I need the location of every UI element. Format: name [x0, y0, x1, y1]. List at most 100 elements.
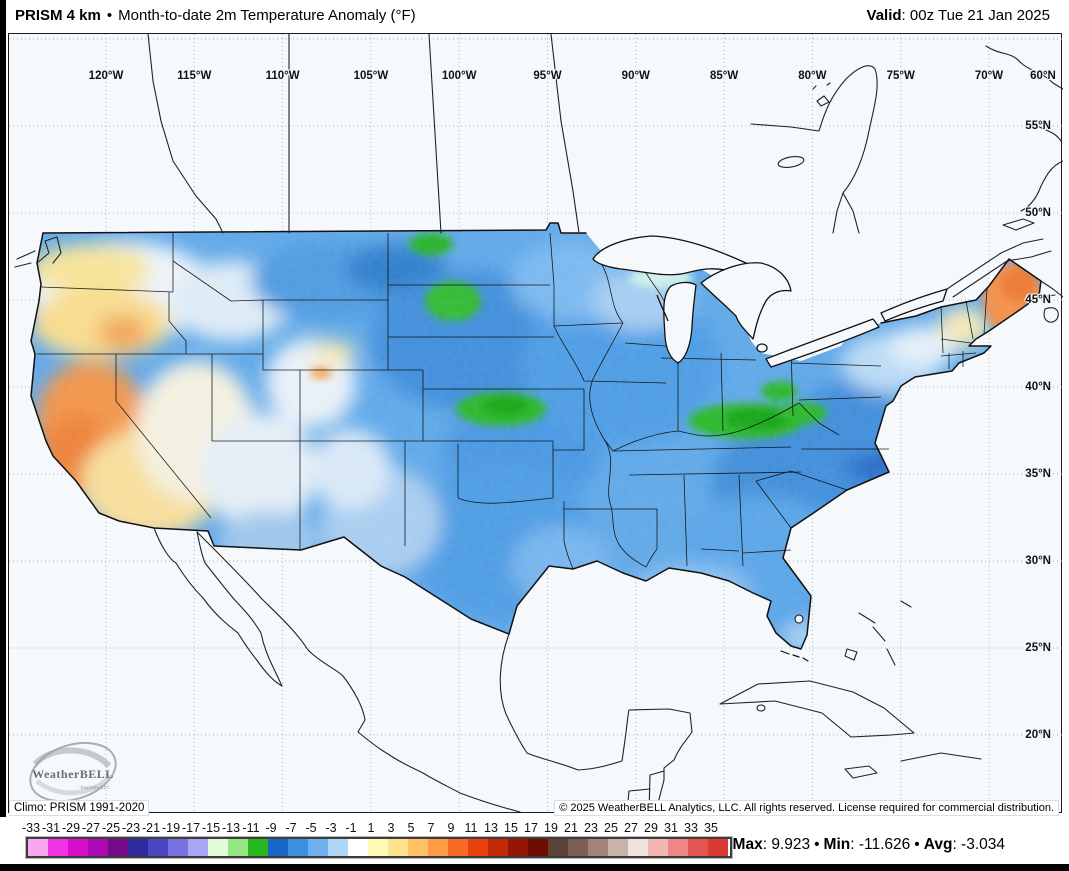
colorbar-cell	[488, 839, 508, 856]
bottom-black-strip	[0, 864, 1069, 871]
colorbar-cell	[668, 839, 688, 856]
max-value: : 9.923	[762, 836, 811, 853]
colorbar-tick: 35	[704, 821, 718, 835]
colorbar-cell	[548, 839, 568, 856]
min-label: Min	[823, 836, 851, 853]
lat-label: 55°N	[1025, 120, 1051, 132]
colorbar-cell	[48, 839, 68, 856]
product-name: PRISM 4 km	[15, 7, 101, 24]
svg-text:WeatherBELL: WeatherBELL	[32, 767, 114, 781]
lon-label: 95°W	[533, 70, 562, 82]
colorbar-cell	[348, 839, 368, 856]
colorbar-tick: 1	[367, 821, 375, 835]
avg-label: Avg	[923, 836, 953, 853]
colorbar-cell	[328, 839, 348, 856]
colorbar-tick: -7	[285, 821, 297, 835]
lon-label: 75°W	[886, 70, 915, 82]
colorbar-tick: 27	[624, 821, 638, 835]
colorbar-tick: -13	[221, 821, 241, 835]
colorbar-tick: 17	[524, 821, 538, 835]
colorbar-cell	[228, 839, 248, 856]
state-borders	[37, 232, 988, 570]
colorbar-tick: -27	[81, 821, 101, 835]
colorbar-cell	[708, 839, 728, 856]
colorbar-frame	[26, 837, 732, 858]
colorbar-tick: -11	[242, 821, 260, 835]
avg-value: : -3.034	[952, 836, 1005, 853]
colorbar-tick: 19	[544, 821, 558, 835]
colorbar-cell	[448, 839, 468, 856]
copyright-note: © 2025 WeatherBELL Analytics, LLC. All r…	[554, 800, 1059, 816]
colorbar-cell	[148, 839, 168, 856]
colorbar-cell	[588, 839, 608, 856]
colorbar-tick: 7	[427, 821, 435, 835]
lon-label: 85°W	[709, 70, 739, 82]
colorbar-tick: 25	[604, 821, 618, 835]
page-title: PRISM 4 km • Month-to-date 2m Temperature …	[15, 7, 416, 24]
colorbar-tick: -19	[161, 821, 181, 835]
colorbar-tick: 29	[644, 821, 658, 835]
colorbar-cell	[508, 839, 528, 856]
colorbar-cell	[388, 839, 408, 856]
stats-separator: •	[814, 836, 820, 853]
lon-label: 120°W	[88, 70, 124, 82]
left-black-strip	[0, 0, 6, 817]
colorbar-cell	[248, 839, 268, 856]
colorbar-cell	[268, 839, 288, 856]
valid-time: Valid: 00z Tue 21 Jan 2025	[867, 7, 1050, 24]
lon-label: 115°W	[177, 70, 212, 82]
colorbar-tick: 9	[447, 821, 455, 835]
stats-separator: •	[914, 836, 920, 853]
colorbar-tick: 31	[664, 821, 678, 835]
colorbar-cell	[468, 839, 488, 856]
stats-line: Max: 9.923 • Min: -11.626 • Avg: -3.034	[733, 836, 1005, 854]
lat-label: 20°N	[1025, 729, 1051, 741]
lon-label: 110°W	[265, 70, 300, 82]
climo-note: Climo: PRISM 1991-2020	[9, 800, 150, 816]
colorbar-cell	[608, 839, 628, 856]
lat-label: 50°N	[1025, 207, 1051, 219]
colorbar-tick: 11	[464, 821, 478, 835]
conus-anomaly-map: WeatherBELL Analytics LLC	[9, 34, 1063, 814]
lon-label: 90°W	[621, 70, 650, 82]
colorbar-cell	[528, 839, 548, 856]
colorbar-cell	[168, 839, 188, 856]
colorbar-cell	[368, 839, 388, 856]
lat-label: 45°N	[1025, 294, 1051, 306]
lat-label: 35°N	[1025, 468, 1051, 480]
colorbar-cell	[628, 839, 648, 856]
lat-label: 25°N	[1025, 642, 1051, 654]
colorbar-cell	[28, 839, 48, 856]
colorbar-tick: -5	[305, 821, 317, 835]
colorbar-cell	[188, 839, 208, 856]
colorbar-tick: -17	[181, 821, 201, 835]
colorbar-tick: -23	[121, 821, 141, 835]
colorbar-cell	[128, 839, 148, 856]
us-outline	[30, 222, 1042, 662]
lon-label: 100°W	[441, 70, 477, 82]
colorbar-cell	[688, 839, 708, 856]
colorbar-tick: -3	[325, 821, 337, 835]
weatherbell-logo: WeatherBELL Analytics LLC	[29, 741, 117, 803]
colorbar-tick: 13	[484, 821, 498, 835]
colorbar-tick: -9	[265, 821, 277, 835]
colorbar-cell	[648, 839, 668, 856]
colorbar-cell	[88, 839, 108, 856]
valid-value: : 00z Tue 21 Jan 2025	[901, 7, 1050, 24]
colorbar-tick: -1	[345, 821, 357, 835]
colorbar-cell	[68, 839, 88, 856]
colorbar-tick: 23	[584, 821, 598, 835]
colorbar-tick: 21	[564, 821, 578, 835]
valid-label: Valid	[866, 7, 902, 24]
colorbar-cell	[288, 839, 308, 856]
corner-lat-label: 60°N	[1030, 70, 1056, 82]
colorbar-cell	[408, 839, 428, 856]
colorbar-tick: 5	[407, 821, 415, 835]
colorbar-cell	[428, 839, 448, 856]
colorbar-tick: -31	[41, 821, 61, 835]
title-separator: •	[106, 7, 113, 24]
lat-label: 40°N	[1025, 381, 1051, 393]
colorbar-tick: 33	[684, 821, 698, 835]
colorbar-tick: -21	[141, 821, 161, 835]
